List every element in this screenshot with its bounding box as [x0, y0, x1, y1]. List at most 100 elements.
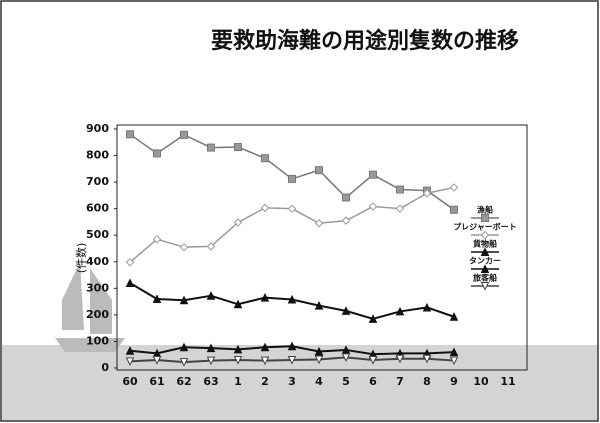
- chart-title: 要救助海難の用途別隻数の推移: [211, 28, 519, 54]
- data-point: [233, 356, 243, 365]
- data-point: [449, 183, 459, 192]
- data-point: [341, 306, 351, 315]
- data-point: [314, 219, 324, 228]
- data-point: [206, 242, 216, 251]
- sailboat: [55, 262, 125, 352]
- data-point: [179, 358, 189, 367]
- data-point: [261, 154, 269, 163]
- sea-band: [2, 345, 597, 420]
- x-tick-label: 11: [500, 375, 515, 388]
- data-point: [368, 314, 378, 323]
- data-point: [125, 357, 135, 366]
- legend-label: 旅客船: [473, 273, 497, 283]
- y-tick-label: 200: [86, 308, 109, 321]
- data-point: [449, 312, 459, 321]
- data-point: [341, 353, 351, 362]
- y-tick-label: 700: [86, 175, 109, 188]
- data-point: [287, 356, 297, 365]
- data-point: [314, 300, 324, 310]
- data-point: [449, 347, 459, 357]
- data-point: [206, 343, 216, 353]
- legend-marker: [481, 214, 489, 222]
- data-point: [395, 354, 405, 364]
- data-point: [125, 258, 135, 267]
- data-point: [260, 342, 270, 352]
- y-tick-label: 300: [86, 281, 109, 294]
- y-tick-label: 100: [86, 334, 109, 347]
- data-point: [396, 185, 404, 194]
- data-point: [126, 130, 134, 139]
- data-point: [422, 302, 432, 312]
- data-point: [287, 204, 297, 213]
- data-point: [341, 216, 351, 225]
- data-point: [315, 166, 323, 175]
- data-point: [450, 205, 458, 214]
- legend-label: 漁船: [477, 205, 493, 215]
- x-tick-label: 8: [423, 375, 431, 388]
- x-tick-label: 62: [176, 375, 191, 388]
- x-tick-label: 6: [369, 375, 377, 388]
- legend-marker: [480, 264, 490, 273]
- legend-label: 貨物船: [473, 239, 497, 249]
- data-point: [207, 143, 215, 152]
- legend-label: タンカー: [469, 256, 501, 266]
- y-axis-label: (件数): [75, 243, 88, 274]
- data-point: [125, 278, 135, 288]
- data-point: [180, 130, 188, 139]
- y-tick-label: 500: [86, 228, 109, 241]
- data-point: [152, 294, 162, 303]
- data-point: [179, 342, 189, 352]
- x-tick-label: 60: [122, 375, 138, 388]
- data-point: [369, 170, 377, 179]
- data-point: [422, 354, 432, 364]
- data-point: [260, 356, 270, 366]
- data-point: [179, 242, 189, 252]
- legend-marker: [480, 282, 490, 291]
- legend-marker: [480, 230, 490, 240]
- y-tick-label: 800: [86, 149, 109, 162]
- x-tick-label: 61: [149, 375, 164, 388]
- data-point: [260, 293, 270, 302]
- x-tick-label: 3: [288, 375, 296, 388]
- data-point: [368, 202, 378, 211]
- legend-marker: [480, 247, 490, 256]
- legend-label: プレジャーボート: [453, 222, 517, 232]
- data-point: [153, 149, 161, 158]
- x-tick-label: 63: [203, 375, 218, 388]
- data-point: [233, 344, 243, 354]
- data-point: [125, 346, 135, 355]
- data-point: [233, 218, 243, 227]
- plot-frame: [116, 124, 528, 371]
- x-tick-label: 1: [234, 375, 242, 388]
- data-point: [234, 143, 242, 152]
- data-point: [287, 341, 297, 351]
- data-point: [314, 355, 324, 365]
- data-point: [395, 306, 405, 316]
- y-tick-label: 900: [86, 122, 109, 135]
- x-tick-label: 2: [261, 375, 269, 388]
- data-point: [422, 189, 432, 198]
- data-point: [233, 299, 243, 309]
- data-point: [288, 174, 296, 183]
- data-point: [260, 203, 270, 213]
- data-point: [152, 234, 162, 244]
- data-point: [395, 204, 405, 213]
- y-tick-label: 400: [86, 255, 109, 268]
- data-point: [206, 291, 216, 300]
- x-tick-label: 5: [342, 375, 350, 388]
- data-point: [368, 356, 378, 365]
- x-tick-label: 9: [450, 375, 458, 388]
- data-point: [179, 295, 189, 305]
- y-tick-label: 0: [101, 361, 109, 374]
- y-tick-label: 600: [86, 202, 109, 215]
- x-tick-label: 10: [473, 375, 489, 388]
- data-point: [314, 346, 324, 356]
- data-point: [449, 356, 459, 366]
- data-point: [287, 294, 297, 304]
- data-point: [342, 193, 350, 202]
- data-point: [152, 356, 162, 365]
- data-point: [206, 356, 216, 366]
- x-tick-label: 7: [396, 375, 404, 388]
- x-tick-label: 4: [315, 375, 323, 388]
